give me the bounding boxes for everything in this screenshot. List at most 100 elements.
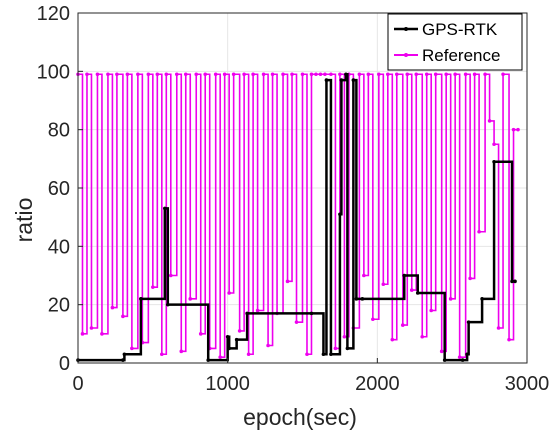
data-point [218,355,222,359]
data-point [255,308,260,313]
data-point [344,72,348,77]
data-point [424,72,429,77]
data-point [168,273,173,278]
y-tick-label: 40 [48,236,70,258]
y-tick-label: 120 [37,3,70,25]
data-point [400,323,405,327]
data-point [106,72,110,77]
data-point [357,72,362,77]
data-point [309,72,314,77]
y-tick-label: 100 [37,61,70,83]
data-point [414,72,419,77]
data-point [339,78,344,82]
data-point [324,78,329,82]
y-tick-label: 0 [59,353,70,375]
data-point [480,297,484,301]
legend-label-gps-rtk: GPS-RTK [422,20,498,39]
data-point [415,291,420,295]
data-point [122,352,127,357]
data-point [318,72,323,77]
data-point [115,72,119,77]
data-point [329,352,333,357]
data-point [80,332,85,336]
series-reference [76,72,520,359]
data-point [225,334,230,339]
data-point [511,127,516,132]
data-point [234,337,239,342]
data-point [261,72,266,77]
data-point [460,358,465,362]
data-point [160,352,164,357]
data-point [501,72,505,77]
data-point [294,320,299,324]
data-point [227,291,231,295]
data-point [251,72,255,77]
data-point [163,206,167,211]
series-gps-rtk [76,72,517,362]
x-tick-label: 3000 [505,373,550,395]
data-point [95,72,100,77]
data-point [465,352,469,357]
data-point [198,332,203,336]
data-point [338,72,342,77]
data-point [444,72,448,77]
series-line [78,73,519,358]
data-point [381,282,386,287]
data-point [463,72,468,77]
data-point [496,326,501,330]
data-point [300,72,305,77]
data-point [516,127,520,132]
data-point [245,311,249,316]
legend-marker-reference [404,53,408,57]
y-axis-title: ratio [11,198,37,243]
legend-label-reference: Reference [422,46,500,65]
legend: GPS-RTK Reference [387,13,523,71]
data-point [329,72,333,77]
data-point [433,72,438,77]
data-point [377,72,381,77]
data-point [85,72,89,77]
data-point [183,72,188,77]
data-point [351,78,356,82]
data-point [354,297,359,301]
data-point [338,212,342,217]
data-point [227,346,231,351]
data-point [166,302,170,307]
data-point [305,352,309,357]
y-tick-label: 60 [48,178,70,200]
data-point [487,119,492,123]
data-point [281,72,285,77]
data-point [457,355,462,359]
data-point [394,72,399,77]
data-point [130,346,134,351]
data-point [246,352,251,357]
data-point [477,229,481,234]
data-point [155,72,160,77]
legend-marker-gps-rtk [404,27,408,31]
data-point [290,72,294,77]
data-point [309,311,314,316]
data-point [121,358,125,362]
data-point [164,72,169,77]
data-point [151,285,155,289]
data-point [188,297,193,301]
y-tick-label: 20 [48,295,70,317]
data-point [386,72,390,77]
data-point [89,326,94,330]
data-point [342,334,347,339]
data-point [139,297,143,301]
data-point [362,273,366,278]
data-point [285,279,290,284]
legend-box [387,13,523,71]
data-point [345,346,350,351]
data-point [507,337,511,342]
x-axis-title: epoch(sec) [243,404,357,430]
data-point [366,72,371,77]
data-point [231,72,236,77]
data-point [371,317,375,322]
series-layer [76,72,520,362]
data-point [323,72,327,77]
data-point [194,72,199,77]
x-tick-label: 2000 [355,373,400,395]
